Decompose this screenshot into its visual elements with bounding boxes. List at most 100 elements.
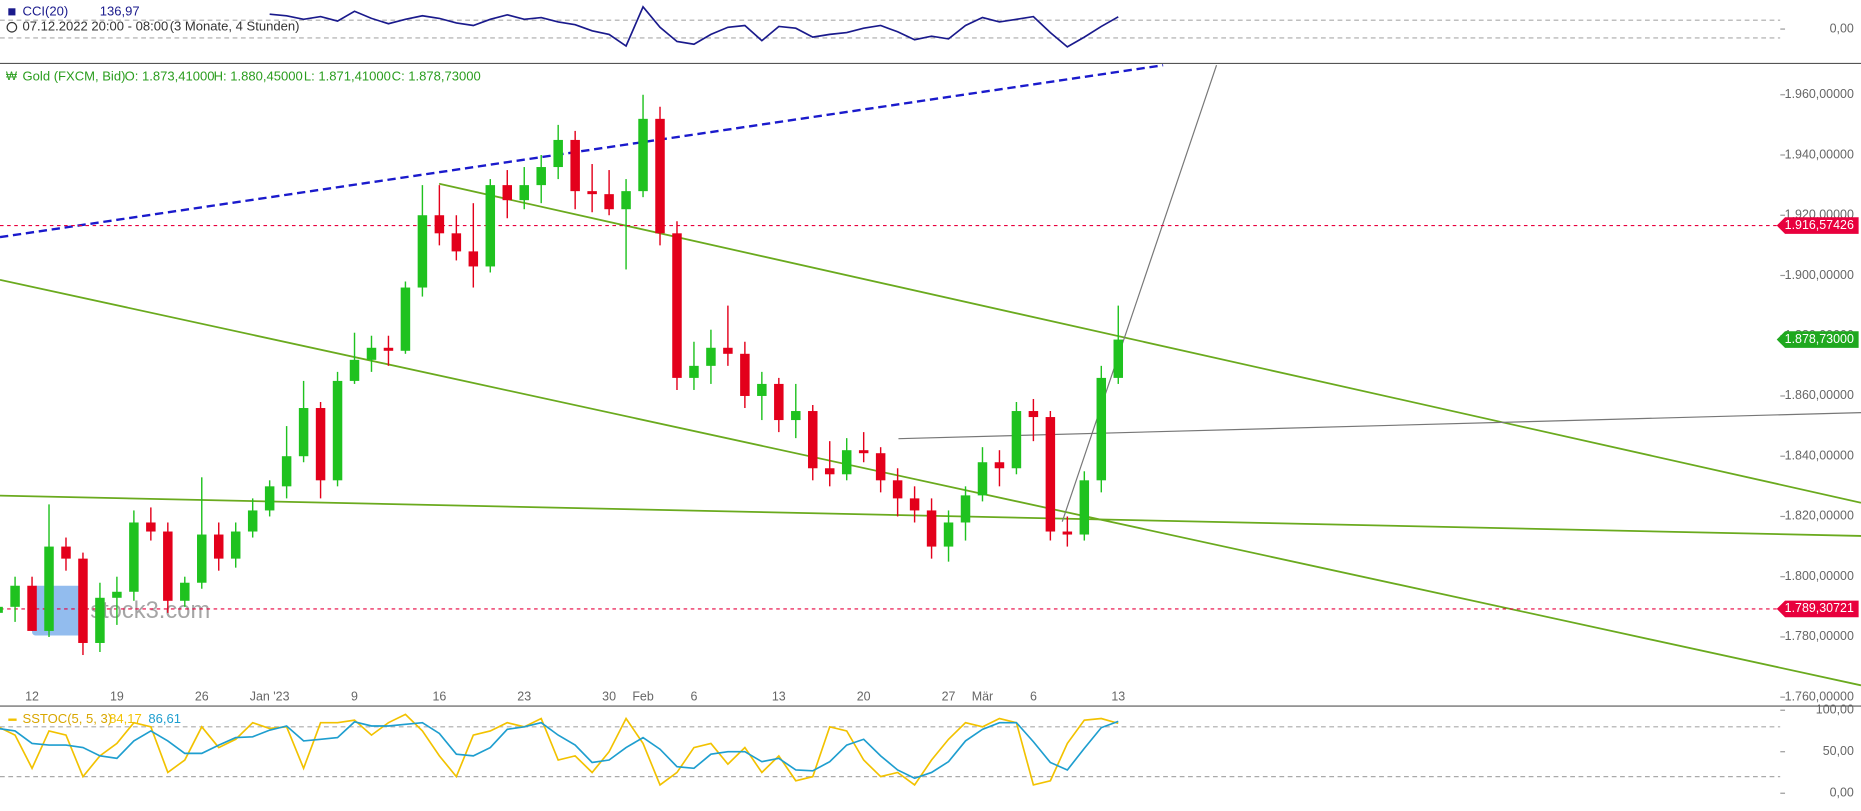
candle-body bbox=[824, 468, 835, 475]
candle-body bbox=[926, 510, 937, 547]
y-tick-label: 1.900,00000 bbox=[1785, 268, 1854, 282]
candle-body bbox=[434, 215, 445, 234]
candle-body bbox=[519, 185, 529, 201]
candle-body bbox=[689, 365, 699, 378]
indicator-value: 136,97 bbox=[100, 3, 140, 18]
indicator-line bbox=[0, 720, 1119, 780]
candle-body bbox=[1062, 531, 1073, 535]
candle-body bbox=[112, 591, 122, 598]
candle-body bbox=[943, 522, 954, 547]
candle-body bbox=[213, 534, 224, 559]
y-tick-label: 1.860,00000 bbox=[1785, 388, 1854, 402]
period: 07.12.2022 20:00 - 08:00 bbox=[23, 19, 169, 34]
y-tick-label: 100,00 bbox=[1816, 703, 1854, 717]
y-tick-label: 1.940,00000 bbox=[1785, 147, 1854, 161]
price-tag bbox=[1776, 217, 1859, 234]
candle-body bbox=[163, 531, 173, 601]
candle-body bbox=[1113, 339, 1124, 378]
price-tag-label: 1.789,30721 bbox=[1785, 601, 1854, 615]
y-tick-label: 50,00 bbox=[1823, 744, 1854, 758]
candle-body bbox=[247, 510, 258, 532]
candle-body bbox=[10, 585, 20, 607]
candle-body bbox=[95, 597, 105, 643]
x-tick-label: 26 bbox=[195, 689, 209, 703]
trend-line bbox=[898, 412, 1861, 440]
candle-body bbox=[78, 558, 88, 643]
trend-line bbox=[438, 182, 1861, 504]
candle-body bbox=[1028, 411, 1039, 418]
x-tick-label: 13 bbox=[772, 689, 786, 703]
candle-body bbox=[740, 353, 750, 396]
candle-body bbox=[468, 251, 479, 267]
candle-body bbox=[366, 347, 377, 360]
quote: C: 1.878,73000 bbox=[392, 69, 481, 84]
candle-body bbox=[180, 582, 190, 601]
candle-body bbox=[298, 408, 309, 457]
candle-body bbox=[621, 191, 631, 210]
candle-body bbox=[858, 450, 869, 454]
candle-body bbox=[197, 534, 207, 583]
candle-body bbox=[1011, 411, 1022, 469]
x-tick-label: 12 bbox=[25, 689, 39, 703]
symbol-title: Gold (FXCM, Bid) bbox=[23, 69, 126, 84]
watermark-logo bbox=[32, 585, 82, 636]
last-price-tag bbox=[1776, 331, 1859, 348]
clock-icon bbox=[6, 21, 18, 33]
y-tick-label: 1.820,00000 bbox=[1785, 509, 1854, 523]
candle-body bbox=[994, 462, 1005, 469]
indicator-line bbox=[0, 713, 1119, 787]
price-tag-label: 1.916,57426 bbox=[1785, 218, 1854, 232]
x-tick-label: Feb bbox=[632, 689, 654, 703]
candle-body bbox=[553, 139, 563, 168]
indicator-value: 86,61 bbox=[148, 711, 181, 726]
candle-body bbox=[672, 233, 682, 378]
trend-line bbox=[1061, 65, 1218, 522]
candle-body bbox=[383, 347, 394, 351]
candle-body bbox=[808, 411, 818, 469]
x-tick-label: 13 bbox=[1111, 689, 1125, 703]
candle-body bbox=[791, 411, 801, 421]
x-tick-label: 6 bbox=[1030, 689, 1037, 703]
y-tick-label: 0,00 bbox=[1830, 21, 1854, 35]
x-tick-label: 27 bbox=[942, 689, 956, 703]
x-tick-label: 19 bbox=[110, 689, 124, 703]
y-tick-label: 1.800,00000 bbox=[1785, 569, 1854, 583]
candle-body bbox=[1079, 480, 1090, 535]
candle-body bbox=[264, 486, 275, 511]
quote: O: 1.873,41000 bbox=[125, 69, 215, 84]
quote: L: 1.871,41000 bbox=[304, 69, 391, 84]
panel bbox=[0, 5, 1781, 48]
candle-body bbox=[315, 408, 326, 481]
indicator-line bbox=[269, 5, 1119, 48]
x-tick-label: 6 bbox=[690, 689, 697, 703]
candle-body bbox=[129, 522, 139, 592]
candle-body bbox=[27, 585, 37, 631]
candle-body bbox=[146, 522, 156, 532]
candle-body bbox=[349, 359, 360, 381]
last-price-label: 1.878,73000 bbox=[1785, 332, 1854, 346]
panel bbox=[0, 94, 1781, 656]
trend-line bbox=[0, 64, 1164, 239]
candle-body bbox=[723, 347, 733, 354]
candle-body bbox=[757, 383, 767, 396]
candle-body bbox=[400, 287, 411, 351]
candle-body bbox=[604, 194, 614, 210]
candle-body bbox=[841, 450, 852, 475]
period-range: (3 Monate, 4 Stunden) bbox=[170, 19, 300, 34]
candle-body bbox=[536, 167, 546, 186]
price-tag bbox=[1776, 600, 1859, 618]
x-tick-label: Mär bbox=[972, 689, 993, 703]
symbol-icon: ₩ bbox=[6, 69, 18, 83]
trend-line bbox=[0, 278, 1861, 687]
candle-body bbox=[281, 456, 292, 487]
x-tick-label: 20 bbox=[857, 689, 871, 703]
candle-body bbox=[587, 191, 597, 195]
candle-body bbox=[909, 498, 920, 511]
candle-body bbox=[230, 531, 241, 559]
candle-body bbox=[451, 233, 462, 252]
candle-body bbox=[892, 480, 903, 499]
candle-body bbox=[875, 453, 886, 481]
candle-body bbox=[977, 462, 988, 496]
